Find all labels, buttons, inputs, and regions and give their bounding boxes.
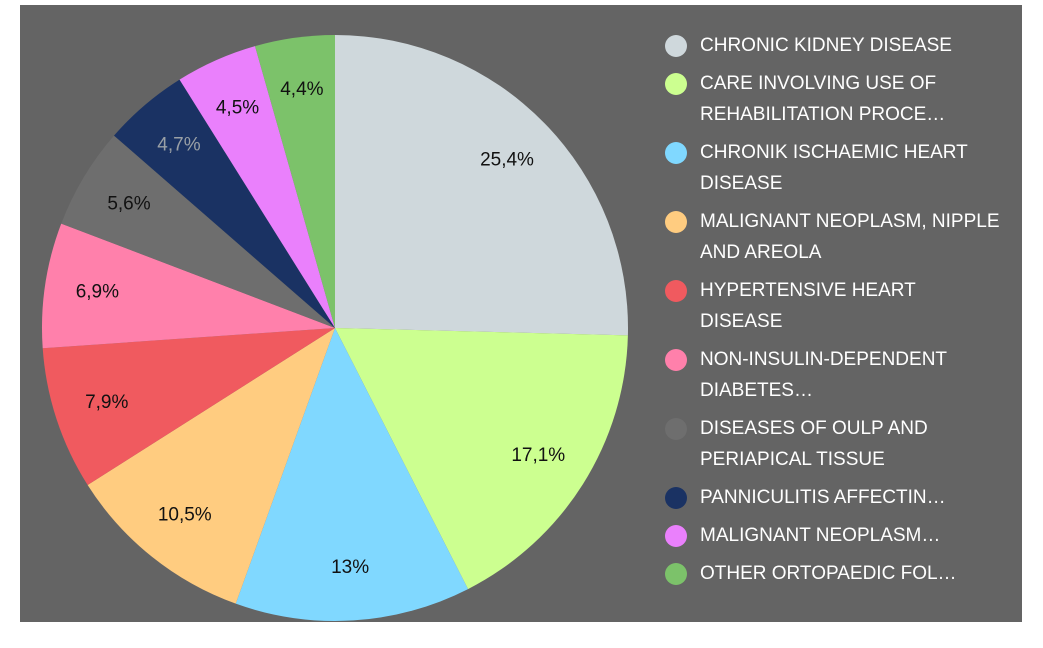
- slice-label: 5,6%: [107, 193, 150, 214]
- pie-slice: [87, 328, 336, 604]
- legend-label: CHRONIK ISCHAEMIC HEART DISEASE: [700, 142, 968, 194]
- legend-swatch: [665, 280, 687, 302]
- legend-item: CARE INVOLVING USE OF REHABILITATION PRO…: [665, 68, 1015, 130]
- slice-label: 4,5%: [216, 97, 259, 118]
- slice-label: 17,1%: [511, 445, 565, 466]
- legend-item: CHRONIK ISCHAEMIC HEART DISEASE: [665, 137, 1015, 199]
- legend-swatch: [665, 211, 687, 233]
- slice-label: 6,9%: [76, 282, 119, 303]
- slice-label: 4,7%: [157, 134, 200, 155]
- legend-label: MALIGNANT NEOPLASM…: [700, 525, 941, 546]
- pie-slice: [335, 35, 628, 336]
- legend-item: CHRONIC KIDNEY DISEASE: [665, 30, 1015, 61]
- legend-item: NON-INSULIN-DEPENDENT DIABETES…: [665, 344, 1015, 406]
- legend-swatch: [665, 35, 687, 57]
- chart-panel: 25,4% 17,1% 13% 10,5% 7,9% 6,9% 5,6% 4,7% 4,5% 4,…: [20, 5, 1022, 622]
- legend-label: DISEASES OF OULP AND PERIAPICAL TISSUE: [700, 418, 928, 470]
- legend-swatch: [665, 418, 687, 440]
- pie-slice: [42, 223, 336, 349]
- pie-slice: [114, 79, 335, 328]
- legend-item: DISEASES OF OULP AND PERIAPICAL TISSUE: [665, 413, 1015, 475]
- pie-slice: [255, 35, 335, 328]
- legend-item: OTHER ORTOPAEDIC FOL…: [665, 558, 1015, 589]
- slice-label: 13%: [331, 557, 369, 578]
- pie-slice: [179, 46, 335, 329]
- legend-swatch: [665, 73, 687, 95]
- slice-label: 7,9%: [85, 392, 128, 413]
- legend-label: CHRONIC KIDNEY DISEASE: [700, 35, 952, 56]
- pie-chart: 25,4% 17,1% 13% 10,5% 7,9% 6,9% 5,6% 4,7% 4,5% 4,…: [42, 35, 628, 621]
- legend-swatch: [665, 142, 687, 164]
- legend-item: MALIGNANT NEOPLASM, NIPPLE AND AREOLA: [665, 206, 1015, 268]
- pie-slice: [42, 328, 336, 485]
- legend-swatch: [665, 563, 687, 585]
- legend-item: MALIGNANT NEOPLASM…: [665, 520, 1015, 551]
- slice-label: 4,4%: [280, 79, 323, 100]
- legend-label: CARE INVOLVING USE OF REHABILITATION PRO…: [700, 73, 946, 125]
- legend-item: PANNICULITIS AFFECTIN…: [665, 482, 1015, 513]
- legend-swatch: [665, 525, 687, 547]
- legend-label: MALIGNANT NEOPLASM, NIPPLE AND AREOLA: [700, 211, 1000, 263]
- legend-swatch: [665, 349, 687, 371]
- legend-label: OTHER ORTOPAEDIC FOL…: [700, 563, 957, 584]
- legend-item: HYPERTENSIVE HEART DISEASE: [665, 275, 1015, 337]
- pie-slice: [335, 328, 628, 590]
- pie-slice: [61, 135, 336, 328]
- slice-label: 25,4%: [480, 149, 534, 170]
- legend-label: HYPERTENSIVE HEART DISEASE: [700, 280, 916, 332]
- legend-label: PANNICULITIS AFFECTIN…: [700, 487, 946, 508]
- slice-label: 10,5%: [158, 505, 212, 526]
- legend-label: NON-INSULIN-DEPENDENT DIABETES…: [700, 349, 947, 401]
- legend-swatch: [665, 487, 687, 509]
- legend: CHRONIC KIDNEY DISEASE CARE INVOLVING USE…: [665, 30, 1015, 596]
- pie-slice: [235, 328, 469, 621]
